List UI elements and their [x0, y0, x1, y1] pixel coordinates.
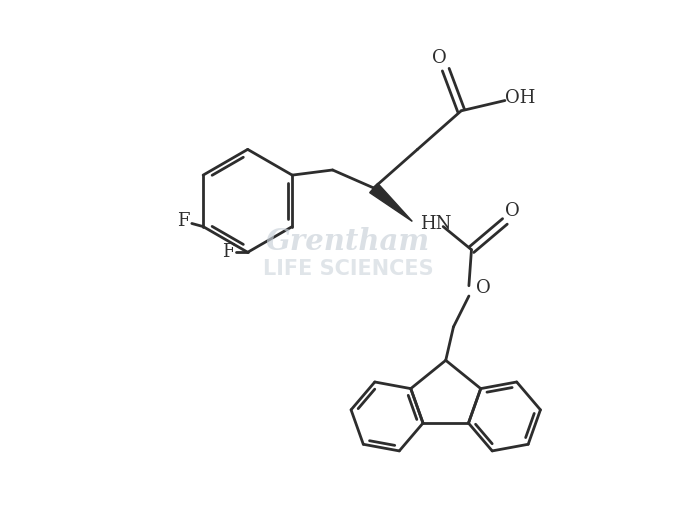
Text: LIFE SCIENCES: LIFE SCIENCES — [262, 259, 434, 279]
Text: O: O — [432, 49, 447, 67]
Text: HN: HN — [420, 215, 451, 233]
Text: Grentham: Grentham — [266, 227, 430, 256]
Text: F: F — [222, 243, 235, 261]
Text: O: O — [505, 202, 520, 220]
Text: O: O — [476, 279, 491, 297]
Polygon shape — [370, 184, 412, 222]
Text: OH: OH — [505, 89, 535, 107]
Text: F: F — [177, 212, 190, 230]
